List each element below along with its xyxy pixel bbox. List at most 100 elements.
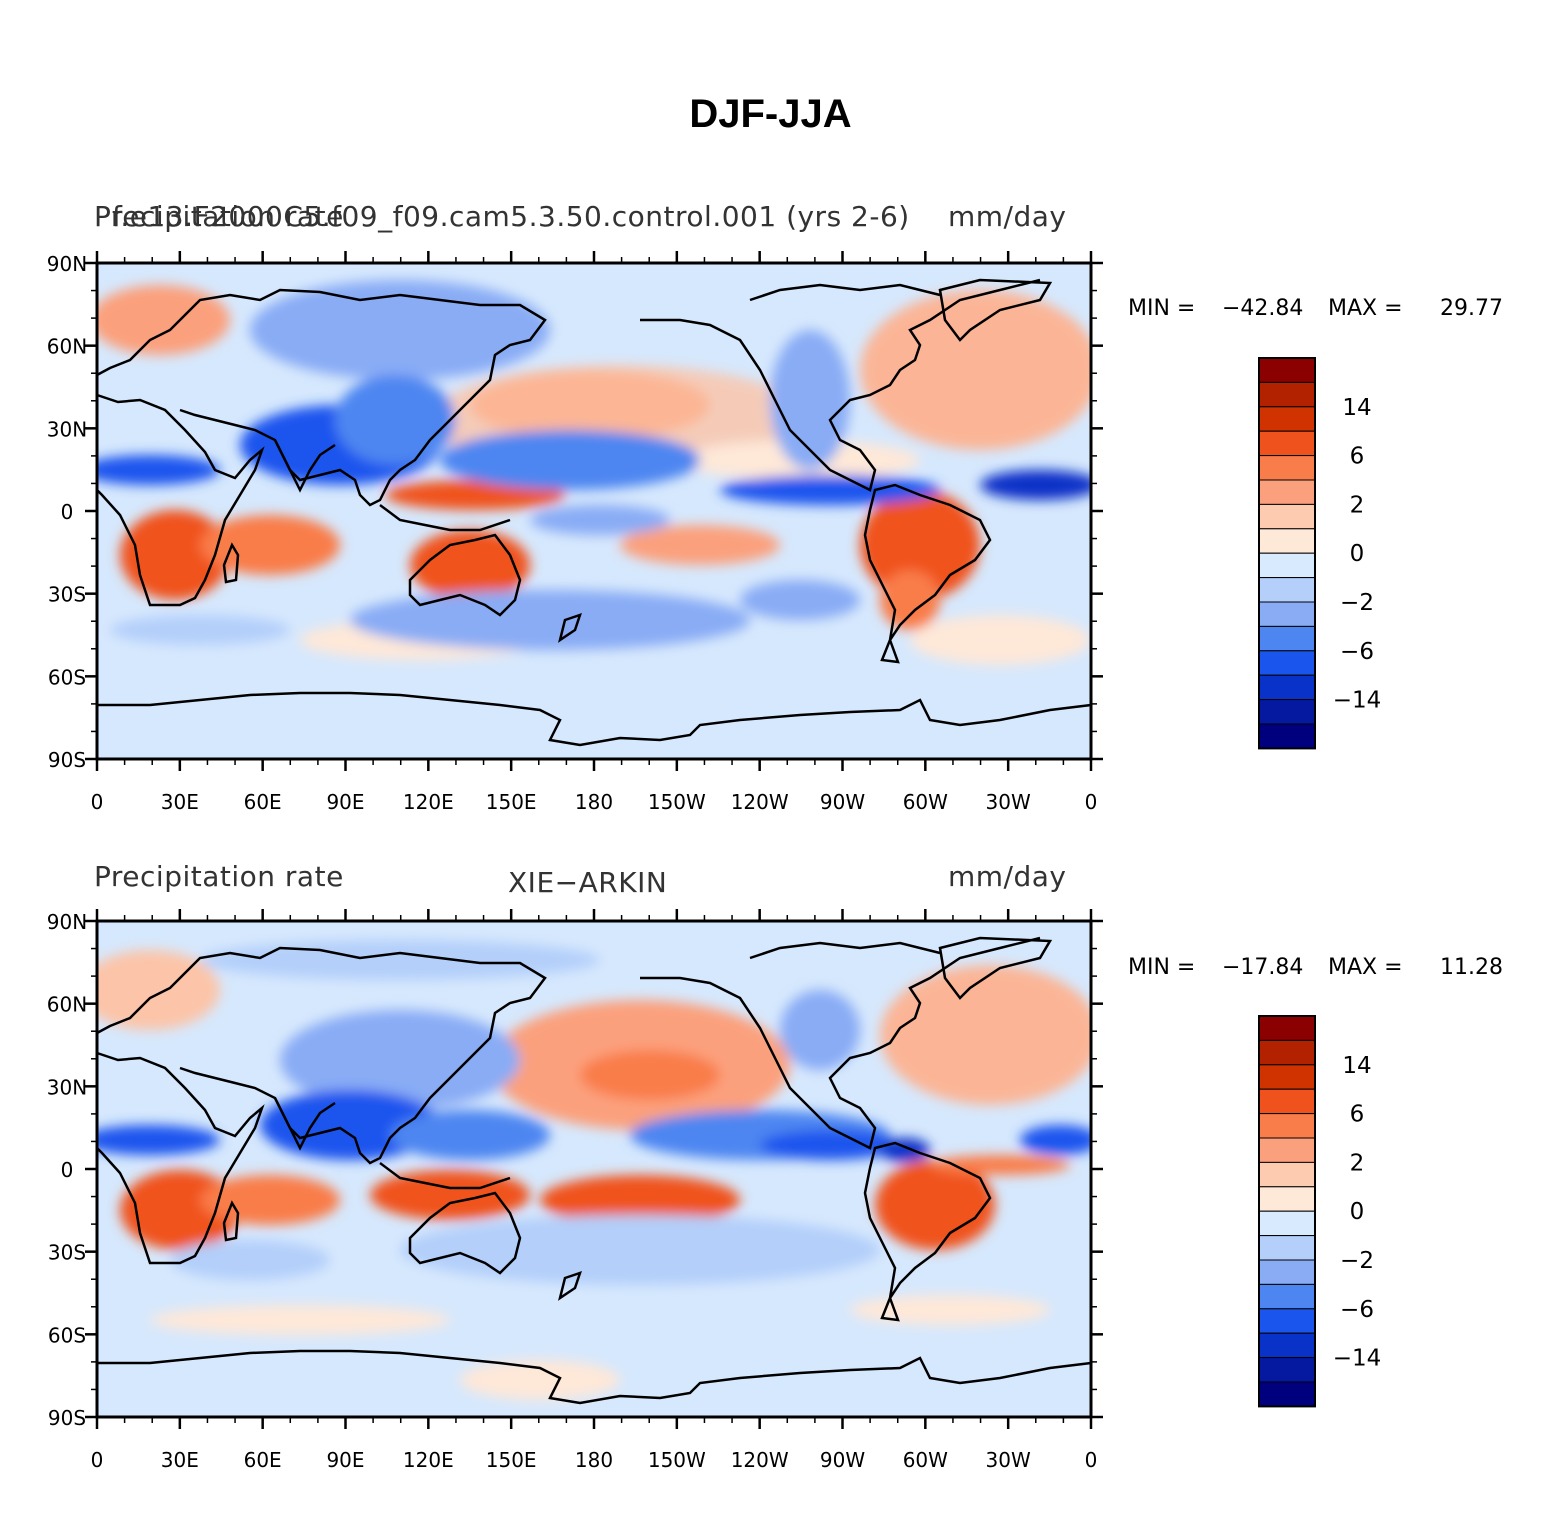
panel2-colorbar-box <box>1258 1357 1316 1383</box>
panel1-colorbar-box <box>1258 625 1316 652</box>
panel2-colorbar-box <box>1258 1283 1316 1310</box>
panel1-lon-label: 120E <box>403 790 454 814</box>
panel1-lon-label: 120W <box>731 790 789 814</box>
panel2-colorbar-label: −2 <box>1340 1248 1374 1274</box>
panel1-colorbar-label: 6 <box>1350 444 1365 470</box>
panel2-colorbar-box <box>1258 1308 1316 1334</box>
panel1-colorbar-box <box>1258 479 1316 505</box>
panel2-colorbar-box <box>1258 1161 1316 1188</box>
panel2-center-label: XIE−ARKIN <box>508 866 668 899</box>
panel2-colorbar-box <box>1258 1137 1316 1163</box>
panel1-lon-label: 90W <box>820 790 865 814</box>
panel2-colorbar-frame <box>1258 1015 1316 1408</box>
panel2-min-label: MIN = <box>1128 955 1196 980</box>
panel2-min-value: −17.84 <box>1222 955 1304 980</box>
panel2-lon-label: 90E <box>326 1448 364 1472</box>
panel2-colorbar-label: 0 <box>1350 1199 1365 1225</box>
panel1-overlap-label: f.e13.F2000C5.f09_f09.cam5.3.50.control.… <box>112 200 910 233</box>
panel1-colorbar-frame <box>1258 357 1316 750</box>
panel2-lat-label: 0 <box>61 1158 74 1182</box>
panel1-colorbar-box <box>1258 577 1316 603</box>
panel1-max-value: 29.77 <box>1440 296 1503 321</box>
panel1-colorbar-label: 2 <box>1350 492 1365 518</box>
panel1-lat-label: 90N <box>47 252 87 276</box>
panel2-colorbar-box <box>1258 1259 1316 1285</box>
panel2-colorbar-label: −6 <box>1340 1297 1374 1323</box>
panel2-colorbar-label: 6 <box>1350 1102 1365 1128</box>
panel1-colorbar-box <box>1258 381 1316 408</box>
panel2-lat-label: 90S <box>48 1406 86 1430</box>
panel1-map <box>95 261 1093 761</box>
panel1-colorbar-box <box>1258 650 1316 676</box>
panel1-colorbar-box <box>1258 357 1316 383</box>
panel2-lon-label: 120W <box>731 1448 789 1472</box>
panel2-lat-label: 60N <box>47 993 87 1017</box>
panel1-lat-label: 0 <box>61 500 74 524</box>
panel1-colorbar-box <box>1258 455 1316 481</box>
panel1-lat-label: 30N <box>47 417 87 441</box>
panel1-colorbar: 14 6 2 0 −2 −6 −14 <box>1258 357 1382 750</box>
panel1-lon-label: 90E <box>326 790 364 814</box>
panel2-lat-label: 90N <box>47 910 87 934</box>
panel1-lon-label: 0 <box>1085 790 1098 814</box>
panel1-colorbar-box <box>1258 601 1316 627</box>
panel1-lon-label: 60E <box>244 790 282 814</box>
panel2-lon-label: 60E <box>244 1448 282 1472</box>
panel2-colorbar-box <box>1258 1039 1316 1066</box>
panel1-max-label: MAX = <box>1328 296 1403 321</box>
panel1-lat-label: 90S <box>48 748 86 772</box>
panel2-colorbar-box <box>1258 1015 1316 1041</box>
panel1-min-label: MIN = <box>1128 296 1196 321</box>
panel2-colorbar-box <box>1258 1064 1316 1090</box>
panel2-colorbar-box <box>1258 1113 1316 1139</box>
panel1-left-label: Precipitation rate <box>94 200 344 233</box>
panel1-colorbar-label: 0 <box>1350 541 1365 567</box>
panel1-lat-label: 60S <box>48 665 86 689</box>
panel2-lon-label: 30E <box>161 1448 199 1472</box>
panel1-colorbar-label: −6 <box>1340 639 1374 665</box>
panel2-right-label: mm/day <box>948 860 1067 893</box>
panel1-colorbar-box <box>1258 699 1316 725</box>
panel1-colorbar-box <box>1258 723 1316 749</box>
panel2-lon-label: 150W <box>648 1448 706 1472</box>
panel1-colorbar-box <box>1258 674 1316 701</box>
panel1-colorbar-box <box>1258 406 1316 432</box>
panel2-colorbar-box <box>1258 1332 1316 1359</box>
panel2-lon-label: 180 <box>575 1448 613 1472</box>
panel2-lat-label: 30S <box>48 1241 86 1265</box>
panel2-max-label: MAX = <box>1328 955 1403 980</box>
panel2-colorbar-label: −14 <box>1333 1346 1382 1372</box>
panel2-map <box>95 919 1093 1419</box>
panel2-colorbar-label: 2 <box>1350 1150 1365 1176</box>
panel2-colorbar-box <box>1258 1186 1316 1212</box>
figure-title: DJF-JJA <box>689 92 852 136</box>
panel2-lon-label: 60W <box>903 1448 948 1472</box>
panel2-colorbar-box <box>1258 1210 1316 1237</box>
panel1-lon-label: 30W <box>986 790 1031 814</box>
panel1-lon-label: 150W <box>648 790 706 814</box>
panel1-right-label: mm/day <box>948 200 1067 233</box>
panel2-lat-label: 30N <box>47 1075 87 1099</box>
panel2-colorbar: 14 6 2 0 −2 −6 −14 <box>1258 1015 1382 1408</box>
panel2-lon-label: 0 <box>91 1448 104 1472</box>
panel1-colorbar-box <box>1258 528 1316 554</box>
panel2-colorbar-box <box>1258 1381 1316 1407</box>
panel2-lon-label: 30W <box>986 1448 1031 1472</box>
panel1-lat-label: 60N <box>47 335 87 359</box>
panel2-lon-label: 150E <box>486 1448 537 1472</box>
panel2-colorbar-label: 14 <box>1342 1053 1371 1079</box>
panel1-lon-label: 150E <box>486 790 537 814</box>
panel1-lon-label: 180 <box>575 790 613 814</box>
panel2-lon-label: 120E <box>403 1448 454 1472</box>
panel1-colorbar-box <box>1258 503 1316 530</box>
panel1-lon-label: 60W <box>903 790 948 814</box>
panel2-colorbar-box <box>1258 1235 1316 1261</box>
panel2-lon-label: 0 <box>1085 1448 1098 1472</box>
panel1-colorbar-label: −14 <box>1333 688 1382 714</box>
panel1-min-value: −42.84 <box>1222 296 1304 321</box>
panel2-lat-label: 60S <box>48 1323 86 1347</box>
panel2-lon-label: 90W <box>820 1448 865 1472</box>
